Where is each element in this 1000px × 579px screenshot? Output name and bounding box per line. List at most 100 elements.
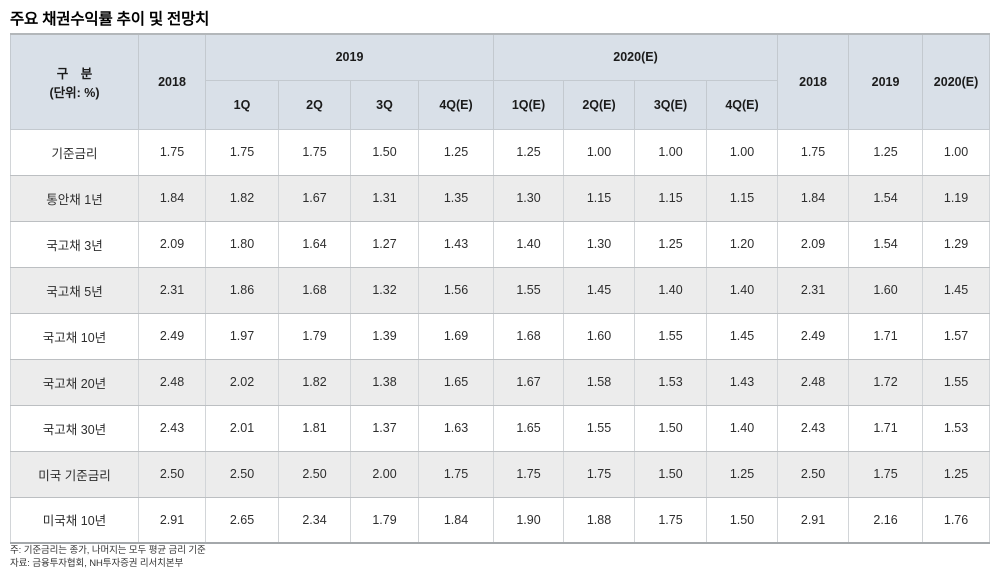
table-cell: 2.49 (138, 312, 206, 360)
header-category-cell: 구 분 (단위: %) (10, 33, 139, 130)
table-cell: 1.20 (705, 220, 779, 268)
header-2019-1q: 1Q (205, 79, 279, 130)
table-cell: 1.50 (634, 450, 707, 498)
table-cell: 1.00 (634, 128, 707, 176)
table-cell: 1.65 (493, 404, 564, 452)
table-cell: 1.79 (278, 312, 351, 360)
table-cell: 1.55 (563, 404, 635, 452)
table-cell: 2.09 (777, 220, 850, 268)
row-label-cell: 국고채 10년 (10, 312, 139, 360)
table-cell: 1.55 (493, 266, 564, 314)
table-cell: 2.91 (138, 496, 206, 544)
header-2020-2q: 2Q(E) (563, 79, 635, 130)
table-cell: 1.25 (418, 128, 494, 176)
table-cell: 1.84 (418, 496, 494, 544)
table-cell: 1.37 (350, 404, 419, 452)
table-cell: 1.40 (634, 266, 707, 314)
table-cell: 1.00 (705, 128, 779, 176)
table-cell: 1.25 (922, 450, 991, 498)
table-cell: 2.48 (138, 358, 206, 406)
table-cell: 2.50 (777, 450, 850, 498)
table-cell: 1.64 (278, 220, 351, 268)
table-cell: 1.81 (278, 404, 351, 452)
table-cell: 1.84 (138, 174, 206, 222)
table-cell: 1.79 (350, 496, 419, 544)
table-row: 기준금리 1.75 1.75 1.75 1.50 1.25 1.25 1.00 1.00 1.00… (10, 128, 991, 176)
table-row: 국고채 3년 2.09 1.80 1.64 1.27 1.43 1.40 1.30 1.25 1.… (10, 220, 991, 268)
table-row: 국고채 5년 2.31 1.86 1.68 1.32 1.56 1.55 1.45 1.40 1.… (10, 266, 991, 314)
table-cell: 1.35 (418, 174, 494, 222)
table-cell: 1.97 (205, 312, 279, 360)
table-cell: 1.45 (705, 312, 779, 360)
table-cell: 1.86 (205, 266, 279, 314)
source-text: 자료: 금융투자협회, NH투자증권 리서치본부 (10, 557, 184, 569)
table-cell: 2.31 (777, 266, 850, 314)
table-cell: 1.25 (493, 128, 564, 176)
table-cell: 1.55 (922, 358, 991, 406)
table-cell: 1.68 (278, 266, 351, 314)
table-cell: 1.75 (848, 450, 924, 498)
table-cell: 1.25 (634, 220, 707, 268)
header-group-2019: 2019 (205, 33, 494, 81)
table-cell: 1.76 (922, 496, 991, 544)
table-cell: 2.34 (278, 496, 351, 544)
row-label-cell: 기준금리 (10, 128, 139, 176)
table-cell: 1.32 (350, 266, 419, 314)
table-cell: 1.75 (418, 450, 494, 498)
table-cell: 2.50 (138, 450, 206, 498)
header-unit-label: (단위: %) (49, 85, 100, 100)
table-cell: 2.16 (848, 496, 924, 544)
table-cell: 2.65 (205, 496, 279, 544)
table-cell: 1.58 (563, 358, 635, 406)
note-text: 주: 기준금리는 종가, 나머지는 모두 평균 금리 기준 (10, 545, 206, 556)
row-label-cell: 미국 기준금리 (10, 450, 139, 498)
table-cell: 1.40 (705, 266, 779, 314)
table-cell: 1.53 (922, 404, 991, 452)
table-cell: 1.15 (563, 174, 635, 222)
row-label-cell: 미국채 10년 (10, 496, 139, 544)
row-label-cell: 통안채 1년 (10, 174, 139, 222)
table-cell: 1.82 (278, 358, 351, 406)
table-cell: 1.75 (138, 128, 206, 176)
header-2019-2q: 2Q (278, 79, 351, 130)
table-header: 구 분 (단위: %) 2018 2019 2020(E) 2018 2019 … (10, 33, 991, 130)
table-cell: 1.31 (350, 174, 419, 222)
table-cell: 1.67 (278, 174, 351, 222)
table-cell: 2.91 (777, 496, 850, 544)
table-row: 국고채 20년 2.48 2.02 1.82 1.38 1.65 1.67 1.58 1.53 1… (10, 358, 991, 406)
table-cell: 2.00 (350, 450, 419, 498)
table-cell: 1.75 (205, 128, 279, 176)
table-cell: 1.68 (493, 312, 564, 360)
table-cell: 1.25 (848, 128, 924, 176)
table-cell: 2.50 (205, 450, 279, 498)
table-cell: 1.60 (848, 266, 924, 314)
table-cell: 1.75 (634, 496, 707, 544)
table-cell: 1.75 (278, 128, 351, 176)
table-row: 통안채 1년 1.84 1.82 1.67 1.31 1.35 1.30 1.15 1.15 1.… (10, 174, 991, 222)
table-cell: 2.43 (138, 404, 206, 452)
table-cell: 2.01 (205, 404, 279, 452)
table-cell: 1.15 (705, 174, 779, 222)
table-cell: 1.67 (493, 358, 564, 406)
table-cell: 1.25 (705, 450, 779, 498)
table-cell: 1.71 (848, 312, 924, 360)
table-cell: 1.57 (922, 312, 991, 360)
row-label-cell: 국고채 5년 (10, 266, 139, 314)
header-category-label: 구 분 (56, 66, 93, 81)
bond-yield-table: 구 분 (단위: %) 2018 2019 2020(E) 2018 2019 … (10, 33, 991, 544)
table-footnotes: 주: 기준금리는 종가, 나머지는 모두 평균 금리 기준 자료: 금융투자협회… (10, 545, 206, 571)
table-cell: 1.40 (493, 220, 564, 268)
table-cell: 1.75 (493, 450, 564, 498)
table-cell: 1.15 (634, 174, 707, 222)
table-cell: 1.75 (563, 450, 635, 498)
table-cell: 2.09 (138, 220, 206, 268)
table-cell: 1.53 (634, 358, 707, 406)
table-cell: 1.84 (777, 174, 850, 222)
header-2020-3q: 3Q(E) (634, 79, 707, 130)
table-cell: 1.71 (848, 404, 924, 452)
table-cell: 2.49 (777, 312, 850, 360)
row-label-cell: 국고채 20년 (10, 358, 139, 406)
header-annual-2020: 2020(E) (922, 33, 991, 130)
table-row: 국고채 30년 2.43 2.01 1.81 1.37 1.63 1.65 1.55 1.50 1… (10, 404, 991, 452)
